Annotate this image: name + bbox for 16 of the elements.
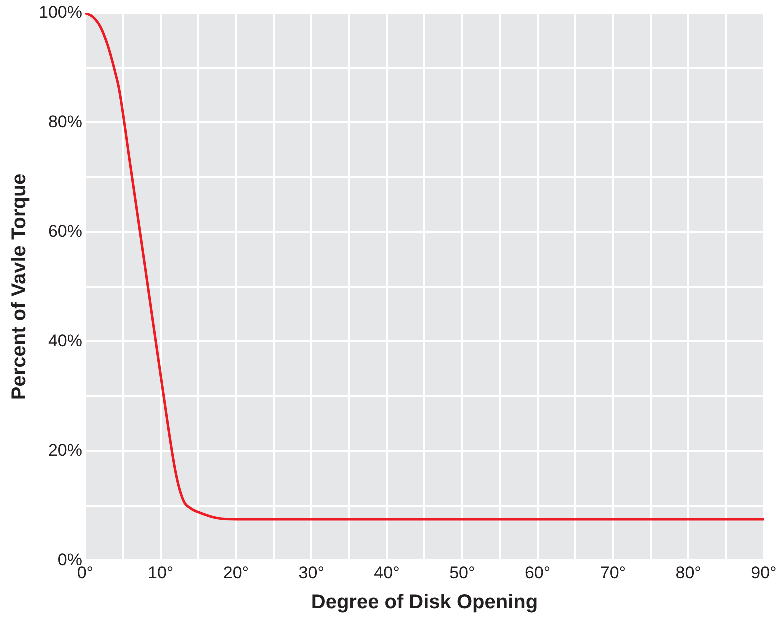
x-tick-label: 10° (148, 563, 174, 582)
x-tick-label: 20° (223, 563, 250, 582)
x-tick-label: 40° (374, 563, 400, 582)
x-tick-label: 50° (450, 563, 476, 582)
y-tick-label: 40% (48, 331, 82, 350)
x-tick-label: 60° (524, 563, 551, 582)
x-tick-label: 70° (600, 563, 626, 582)
x-tick-label: 80° (676, 563, 702, 582)
y-tick-label: 100% (38, 2, 82, 22)
y-tick-label: 80% (48, 112, 82, 132)
y-tick-label: 20% (48, 440, 82, 460)
y-tick-label: 60% (48, 222, 82, 241)
x-tick-label: 90° (751, 563, 777, 582)
x-axis-title: Degree of Disk Opening (311, 592, 538, 614)
y-axis-title: Percent of Vavle Torque (8, 174, 31, 400)
x-tick-label: 30° (298, 563, 325, 582)
